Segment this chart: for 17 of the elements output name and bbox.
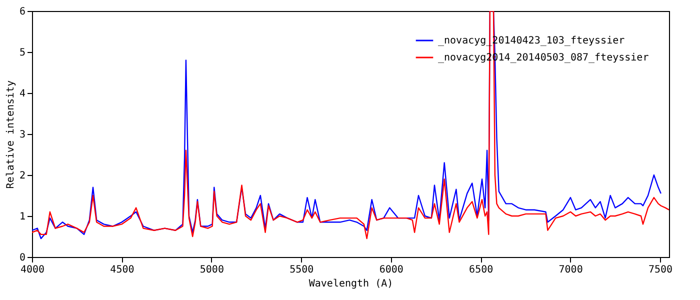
x-tick-label: 5500 [290,264,314,276]
x-tick-label: 4500 [110,264,134,276]
y-tick-label: 2 [19,170,26,182]
y-tick-label: 4 [19,88,26,100]
y-tick-label: 1 [19,212,26,222]
y-tick-label: 5 [19,48,26,58]
x-tick-label: 4000 [20,264,45,276]
x-tick-label: 6000 [379,264,404,276]
x-tick-label: 5000 [200,264,224,276]
x-axis-title: Wavelength (A) [308,278,394,290]
y-tick-label: 6 [19,6,26,18]
x-tick-label: 7000 [558,264,583,276]
y-tick-label: 0 [19,252,26,264]
y-axis-title: Relative intensity [5,80,16,189]
y-tick-label: 3 [19,130,26,140]
x-tick-label: 7500 [648,264,673,276]
x-tick-label: 6500 [469,264,494,276]
